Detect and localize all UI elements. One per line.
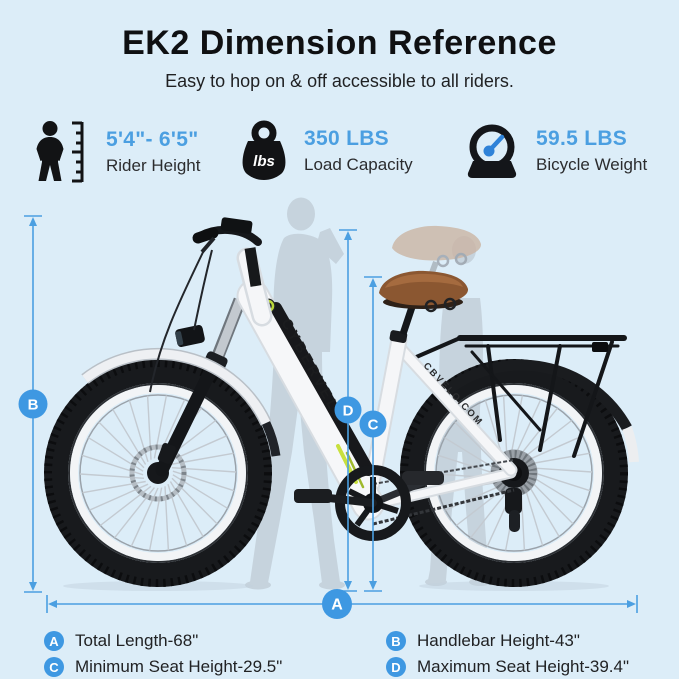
- legend-text-c: Minimum Seat Height-29.5": [75, 657, 283, 676]
- legend-badge-a: A: [44, 631, 64, 651]
- bicycle-weight-icon: [467, 124, 517, 178]
- rear-rack: [412, 335, 627, 458]
- rider-height-value: 5'4"- 6'5": [106, 128, 199, 152]
- saddle-spring: [443, 297, 457, 311]
- legend-badge-b: B: [386, 631, 406, 651]
- bicycle-weight-label: Bicycle Weight: [536, 154, 648, 174]
- saddle: [379, 270, 469, 336]
- right-pedal: [402, 471, 444, 485]
- brake-caliper: [157, 442, 176, 464]
- svg-text:A: A: [331, 597, 343, 614]
- svg-text:D: D: [343, 402, 354, 419]
- legend-badge-c: C: [44, 657, 64, 677]
- page-subtitle: Easy to hop on & off accessible to all r…: [165, 71, 514, 91]
- lbs-icon-text: lbs: [253, 153, 275, 170]
- left-pedal: [294, 489, 332, 503]
- load-capacity-value: 350 LBS: [304, 127, 389, 151]
- legend-text-a: Total Length-68": [75, 631, 199, 650]
- badge-c: C: [359, 410, 387, 438]
- page-title: EK2 Dimension Reference: [122, 24, 557, 62]
- badge-a: A: [322, 589, 352, 619]
- svg-text:C: C: [368, 416, 379, 433]
- legend-badge-d: D: [386, 657, 406, 677]
- rear-derailleur: [505, 488, 522, 532]
- spec-load-capacity: lbs 350 LBS Load Capacity: [236, 120, 413, 182]
- height-ruler: [72, 121, 84, 183]
- lcd-display: [220, 217, 253, 234]
- badge-b: B: [18, 389, 48, 419]
- handlebar: [192, 217, 262, 287]
- bicycle-weight-value: 59.5 LBS: [536, 127, 628, 151]
- legend-text-b: Handlebar Height-43": [417, 631, 580, 650]
- battery-panel: [270, 302, 374, 476]
- rear-fender: [441, 359, 639, 463]
- legend-item-total-length: A Total Length-68": [44, 631, 386, 651]
- svg-text:B: B: [28, 396, 39, 413]
- grip: [192, 227, 219, 244]
- load-capacity-label: Load Capacity: [304, 154, 413, 174]
- header: EK2 Dimension Reference Easy to hop on &…: [0, 0, 679, 92]
- rider-height-icon: [36, 121, 84, 183]
- brake-cables: [149, 247, 213, 393]
- saddle-spring: [424, 299, 438, 313]
- legend-item-handlebar-height: B Handlebar Height-43": [386, 631, 644, 651]
- legend-text-d: Maximum Seat Height-39.4": [417, 657, 630, 676]
- legend-item-min-seat-height: C Minimum Seat Height-29.5": [44, 657, 386, 677]
- rider-height-label: Rider Height: [106, 155, 201, 175]
- headlight-icon: [175, 325, 205, 347]
- legend-item-max-seat-height: D Maximum Seat Height-39.4": [386, 657, 644, 677]
- load-capacity-icon: lbs: [242, 120, 286, 180]
- spec-bicycle-weight: 59.5 LBS Bicycle Weight: [460, 120, 647, 182]
- badge-d: D: [334, 396, 362, 424]
- spec-rider-height: 5'4"- 6'5" Rider Height: [32, 120, 201, 184]
- brake-lever: [200, 236, 216, 254]
- front-fender: [81, 347, 281, 457]
- dimension-legend: A Total Length-68" B Handlebar Height-43…: [44, 631, 644, 677]
- stem: [244, 247, 262, 287]
- rack-tail-light: [592, 342, 608, 352]
